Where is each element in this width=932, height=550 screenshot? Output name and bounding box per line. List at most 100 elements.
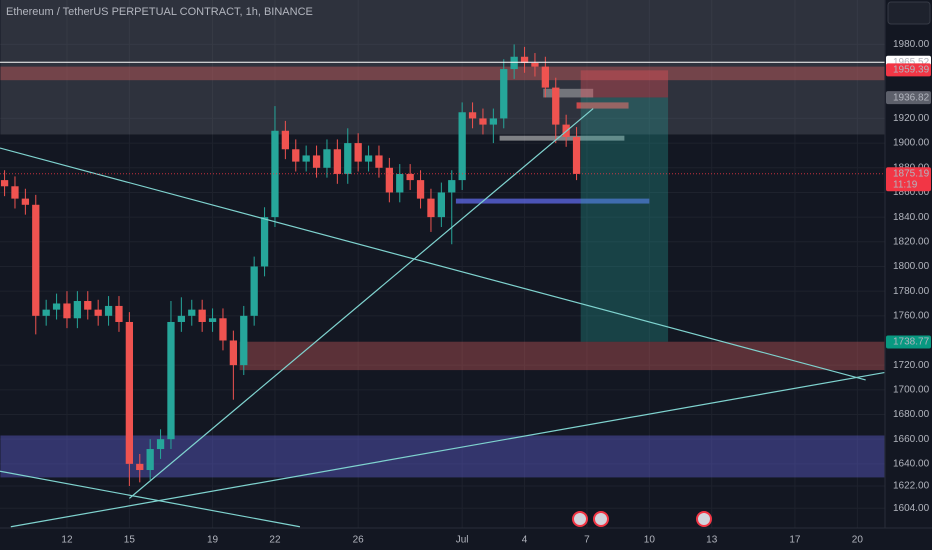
zone <box>0 66 885 81</box>
event-flags <box>572 511 712 527</box>
zone <box>580 70 669 98</box>
zone <box>499 135 625 141</box>
candle-body <box>115 305 123 322</box>
candle-body <box>364 155 373 162</box>
y-tick-label: 1604.00 <box>893 503 930 514</box>
y-tick-label: 1660.00 <box>893 434 930 445</box>
x-tick-label: 15 <box>124 535 136 546</box>
menu-button[interactable] <box>887 1 931 25</box>
x-tick-label: 10 <box>644 535 656 546</box>
trendline <box>0 147 866 381</box>
candle-body <box>448 180 456 193</box>
candle-body <box>479 118 487 125</box>
price-tag <box>886 63 931 77</box>
candle-body <box>541 66 549 88</box>
event-flag[interactable] <box>572 511 588 527</box>
candle-body <box>73 301 82 319</box>
x-tick-label: 13 <box>706 535 718 546</box>
candle-body <box>104 305 113 316</box>
y-tick-label: 1900.00 <box>893 138 930 149</box>
candle-body <box>468 112 477 119</box>
candle-body <box>323 149 331 168</box>
candle-body <box>396 173 404 193</box>
x-tick-label: 22 <box>269 535 281 546</box>
candle-body <box>208 318 217 322</box>
candle-body <box>271 130 279 218</box>
y-tick-label: 1980.00 <box>893 39 930 50</box>
candle-body <box>42 309 50 316</box>
candle-body <box>32 204 40 316</box>
candle-body <box>531 62 539 67</box>
candle-body <box>63 303 71 319</box>
candle-body <box>219 318 227 341</box>
x-tick-label: 12 <box>61 535 73 546</box>
drawings <box>0 61 885 528</box>
candle-body <box>167 321 175 440</box>
candle-body <box>385 167 393 193</box>
y-tick-label: 1760.00 <box>893 310 930 321</box>
price-countdown: 11:19 <box>893 179 918 190</box>
y-tick-label: 1680.00 <box>893 409 930 420</box>
price-tag-label: 1965.52 <box>893 57 930 68</box>
candle-body <box>198 309 206 322</box>
candle-body <box>312 155 321 168</box>
y-tick-label: 1920.00 <box>893 113 930 124</box>
candle-body <box>406 173 414 181</box>
y-tick-label: 1640.00 <box>893 458 930 469</box>
candle-body <box>520 56 529 63</box>
price-tag-label: 1936.82 <box>893 92 930 103</box>
trendline <box>0 470 301 528</box>
candle-body <box>427 198 435 218</box>
price-tag <box>886 91 931 105</box>
candle-body <box>229 340 238 366</box>
zones <box>0 0 885 478</box>
candle-body <box>240 315 248 366</box>
candle-body <box>281 130 290 150</box>
trendline <box>128 108 594 499</box>
y-tick-label: 1800.00 <box>893 261 930 272</box>
candle-body <box>344 143 352 174</box>
candle-body <box>250 266 258 316</box>
zone <box>0 0 885 135</box>
candle-body <box>0 180 9 187</box>
candle-body <box>500 69 508 119</box>
candle-body <box>333 149 342 174</box>
candle-body <box>375 155 383 168</box>
candle-body <box>552 87 560 125</box>
price-tag-label: 1959.39 <box>893 64 930 75</box>
candle-body <box>52 303 61 310</box>
chart-title: Ethereum / TetherUS PERPETUAL CONTRACT, … <box>6 6 313 18</box>
candle-body <box>136 463 144 471</box>
zone <box>543 88 594 98</box>
event-flag[interactable] <box>593 511 609 527</box>
price-tag <box>886 167 931 192</box>
event-flag[interactable] <box>696 511 712 527</box>
y-tick-label: 1720.00 <box>893 360 930 371</box>
x-tick-label: 17 <box>789 535 801 546</box>
x-tick-label: 26 <box>353 535 365 546</box>
y-tick-label: 1820.00 <box>893 236 930 247</box>
candle-body <box>177 315 186 322</box>
trendline <box>10 371 885 528</box>
x-tick-label: 19 <box>207 535 219 546</box>
grid <box>0 0 885 528</box>
y-tick-label: 1860.00 <box>893 187 930 198</box>
x-tick-label: Jul <box>456 535 469 546</box>
x-tick-label: 4 <box>522 535 528 546</box>
candle-body <box>510 56 518 70</box>
candle-body <box>188 309 196 316</box>
x-tick-label: 20 <box>852 535 864 546</box>
candle-body <box>489 118 497 125</box>
y-tick-label: 1622.00 <box>893 481 930 492</box>
candle-body <box>125 321 134 464</box>
price-tag-label: 1875.19 <box>893 168 930 179</box>
candle-body <box>416 180 425 199</box>
axes: 1980.001920.001900.001880.001860.001840.… <box>61 39 931 546</box>
candle-body <box>84 301 92 310</box>
candle-body <box>572 136 581 174</box>
zone <box>580 97 669 342</box>
y-tick-label: 1700.00 <box>893 384 930 395</box>
